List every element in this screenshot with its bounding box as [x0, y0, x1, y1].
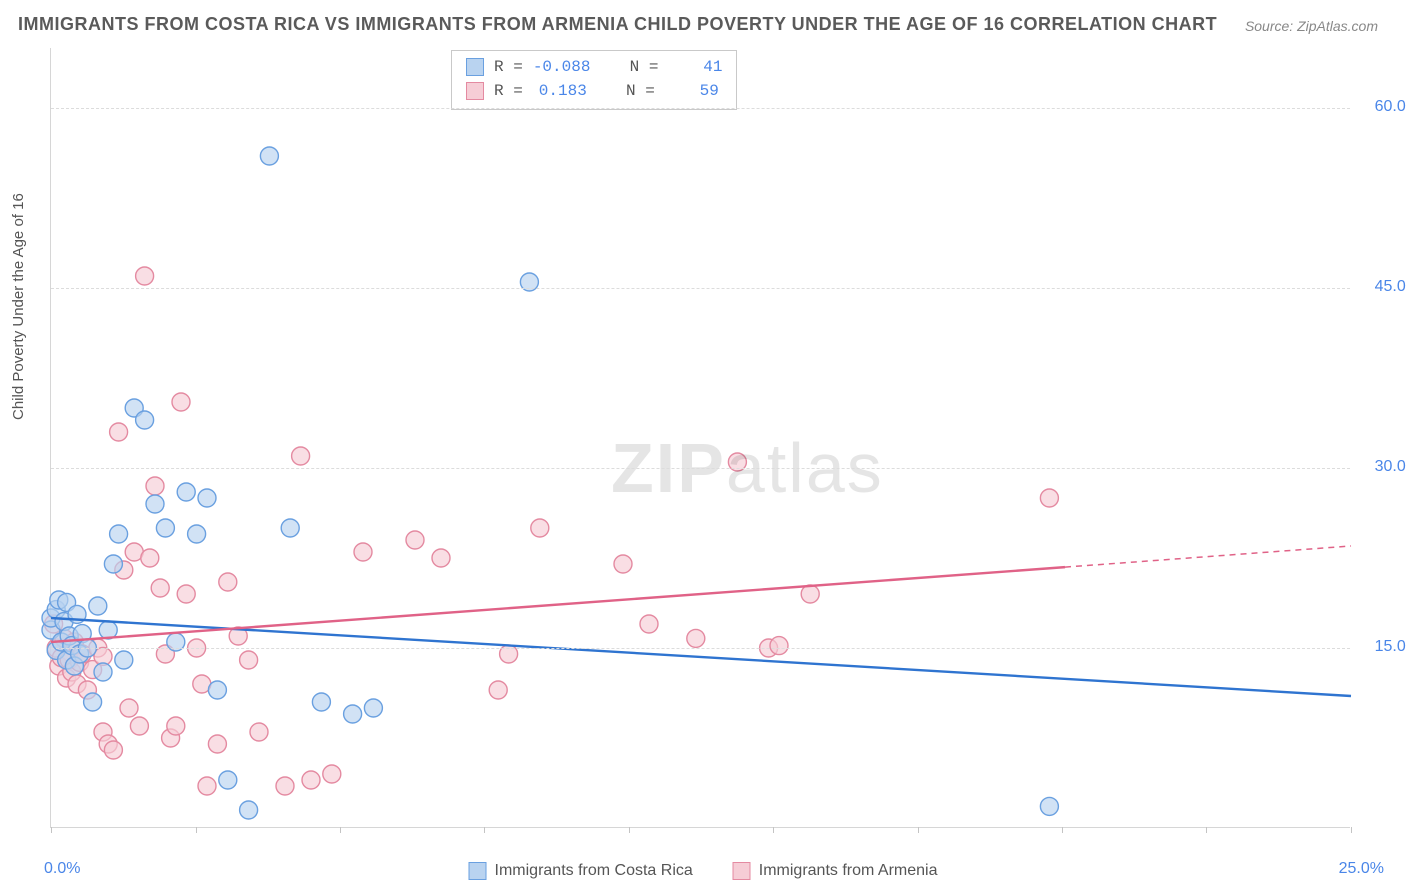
corr-row: R = 0.183 N = 59 — [466, 79, 722, 103]
scatter-point — [198, 489, 216, 507]
x-tick — [773, 827, 774, 833]
scatter-point — [167, 717, 185, 735]
corr-n-label: N = — [630, 55, 659, 79]
scatter-point — [219, 771, 237, 789]
scatter-point — [240, 801, 258, 819]
gridline — [51, 648, 1350, 649]
scatter-point — [292, 447, 310, 465]
scatter-point — [141, 549, 159, 567]
source-label: Source: ZipAtlas.com — [1245, 18, 1378, 34]
corr-swatch — [466, 82, 484, 100]
legend: Immigrants from Costa Rica Immigrants fro… — [469, 862, 938, 880]
scatter-point — [364, 699, 382, 717]
scatter-point — [302, 771, 320, 789]
legend-swatch — [733, 862, 751, 880]
scatter-point — [219, 573, 237, 591]
scatter-point — [104, 741, 122, 759]
y-tick-label: 45.0% — [1360, 278, 1406, 296]
legend-item: Immigrants from Costa Rica — [469, 862, 693, 880]
legend-label: Immigrants from Costa Rica — [495, 862, 693, 879]
scatter-point — [687, 629, 705, 647]
scatter-point — [1040, 489, 1058, 507]
scatter-point — [208, 681, 226, 699]
scatter-point — [432, 549, 450, 567]
scatter-point — [250, 723, 268, 741]
chart-svg — [51, 48, 1350, 827]
plot-area: R =-0.088 N =41R =0.183 N =59 ZIPatlas 1… — [50, 48, 1350, 828]
scatter-point — [177, 483, 195, 501]
y-axis-label: Child Poverty Under the Age of 16 — [10, 193, 27, 420]
corr-r-value: -0.088 — [533, 55, 591, 79]
corr-r-label: R = — [494, 79, 523, 103]
x-tick — [629, 827, 630, 833]
x-tick — [340, 827, 341, 833]
scatter-point — [94, 663, 112, 681]
correlation-box: R =-0.088 N =41R =0.183 N =59 — [451, 50, 737, 110]
gridline — [51, 288, 1350, 289]
scatter-point — [531, 519, 549, 537]
y-tick-label: 15.0% — [1360, 638, 1406, 656]
x-tick — [918, 827, 919, 833]
gridline — [51, 468, 1350, 469]
x-tick — [1206, 827, 1207, 833]
scatter-point — [110, 423, 128, 441]
legend-label: Immigrants from Armenia — [759, 862, 938, 879]
regression-line-extrapolated — [1065, 546, 1351, 567]
scatter-point — [240, 651, 258, 669]
corr-row: R = -0.088 N = 41 — [466, 55, 722, 79]
scatter-point — [104, 555, 122, 573]
scatter-point — [115, 651, 133, 669]
scatter-point — [1040, 797, 1058, 815]
scatter-point — [198, 777, 216, 795]
scatter-point — [188, 525, 206, 543]
corr-swatch — [466, 58, 484, 76]
x-tick — [1062, 827, 1063, 833]
x-tick — [484, 827, 485, 833]
y-tick-label: 60.0% — [1360, 98, 1406, 116]
regression-line — [51, 567, 1065, 642]
legend-swatch — [469, 862, 487, 880]
y-tick-label: 30.0% — [1360, 458, 1406, 476]
x-axis-min-label: 0.0% — [44, 860, 80, 878]
scatter-point — [177, 585, 195, 603]
scatter-point — [84, 693, 102, 711]
scatter-point — [640, 615, 658, 633]
x-axis-max-label: 25.0% — [1339, 860, 1384, 878]
legend-item: Immigrants from Armenia — [733, 862, 938, 880]
scatter-point — [146, 495, 164, 513]
scatter-point — [344, 705, 362, 723]
corr-r-value: 0.183 — [533, 79, 587, 103]
x-tick — [51, 827, 52, 833]
scatter-point — [130, 717, 148, 735]
scatter-point — [323, 765, 341, 783]
scatter-point — [151, 579, 169, 597]
corr-n-label: N = — [626, 79, 655, 103]
scatter-point — [770, 637, 788, 655]
x-tick — [196, 827, 197, 833]
scatter-point — [281, 519, 299, 537]
scatter-point — [312, 693, 330, 711]
scatter-point — [89, 597, 107, 615]
scatter-point — [406, 531, 424, 549]
scatter-point — [172, 393, 190, 411]
x-tick — [1351, 827, 1352, 833]
scatter-point — [110, 525, 128, 543]
scatter-point — [146, 477, 164, 495]
gridline — [51, 108, 1350, 109]
scatter-point — [801, 585, 819, 603]
scatter-point — [489, 681, 507, 699]
scatter-point — [614, 555, 632, 573]
scatter-point — [120, 699, 138, 717]
corr-n-value: 59 — [665, 79, 719, 103]
corr-n-value: 41 — [668, 55, 722, 79]
scatter-point — [354, 543, 372, 561]
scatter-point — [136, 411, 154, 429]
chart-title: IMMIGRANTS FROM COSTA RICA VS IMMIGRANTS… — [18, 14, 1217, 35]
scatter-point — [156, 519, 174, 537]
corr-r-label: R = — [494, 55, 523, 79]
scatter-point — [208, 735, 226, 753]
scatter-point — [260, 147, 278, 165]
scatter-point — [276, 777, 294, 795]
scatter-point — [136, 267, 154, 285]
